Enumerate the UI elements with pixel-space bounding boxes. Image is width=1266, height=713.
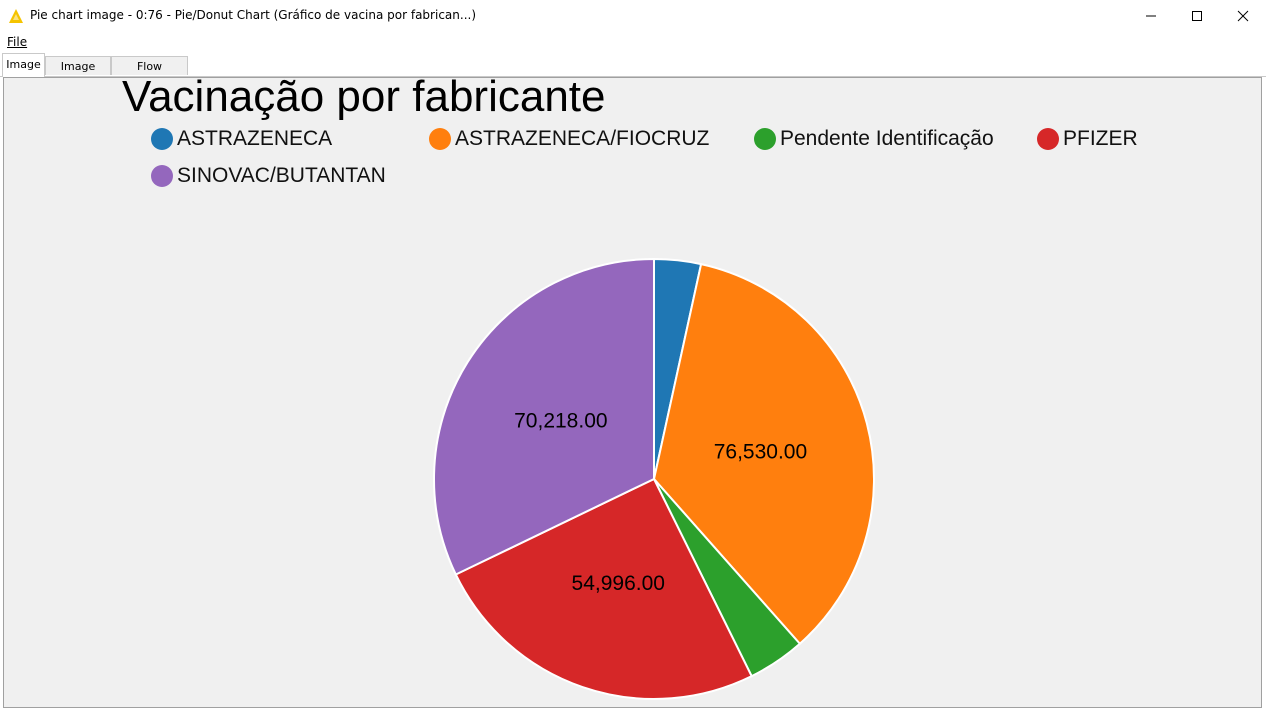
legend-item-astrazeneca-fiocruz: ASTRAZENECA/FIOCRUZ <box>429 126 709 152</box>
legend-item-astrazeneca: ASTRAZENECA <box>151 126 332 152</box>
legend-label: Pendente Identificação <box>780 127 994 150</box>
legend-label: ASTRAZENECA <box>177 127 333 150</box>
close-icon <box>1237 10 1249 22</box>
tab-image[interactable]: Image <box>2 53 45 77</box>
minimize-button[interactable] <box>1128 0 1174 32</box>
pie-data-label: 54,996.00 <box>572 572 665 595</box>
pie-data-label: 70,218.00 <box>514 409 607 432</box>
tab-flow-variables[interactable]: Flow Variables <box>111 56 188 92</box>
maximize-button[interactable] <box>1174 0 1220 32</box>
tab-image-spec[interactable]: Image Spec <box>45 56 111 92</box>
minimize-icon <box>1146 15 1156 17</box>
legend-item-pfizer: PFIZER <box>1037 126 1138 152</box>
pie-slice-sinovac-butantan <box>433 257 655 576</box>
pie-slice-astrazeneca-fiocruz <box>652 262 875 646</box>
legend-label: SINOVAC/BUTANTAN <box>177 164 386 187</box>
menu-file[interactable]: File <box>7 35 28 49</box>
window-titlebar: Pie chart image - 0:76 - Pie/Donut Chart… <box>0 0 1266 32</box>
knime-warning-triangle-icon <box>9 9 23 23</box>
legend-swatch <box>151 128 173 150</box>
pie-chart: 76,530.00 54,996.00 70,218.00 <box>433 257 875 700</box>
legend-swatch <box>754 128 776 150</box>
legend-swatch <box>1037 128 1059 150</box>
legend-swatch <box>429 128 451 150</box>
pie-data-label: 76,530.00 <box>714 440 807 463</box>
legend-item-sinovac: SINOVAC/BUTANTAN <box>151 163 386 189</box>
legend-label: PFIZER <box>1063 127 1138 150</box>
pie-slice-pfizer <box>454 477 754 700</box>
maximize-icon <box>1192 11 1202 21</box>
close-button[interactable] <box>1220 0 1266 32</box>
menu-bar: File <box>0 32 1266 52</box>
chart-title: Vacinação por fabricante <box>122 77 606 121</box>
window-title: Pie chart image - 0:76 - Pie/Donut Chart… <box>30 8 476 22</box>
legend-item-pendente: Pendente Identificação <box>754 126 994 152</box>
legend-label: ASTRAZENECA/FIOCRUZ <box>455 127 710 150</box>
tab-strip: Image Image Spec Flow Variables <box>0 52 1266 92</box>
image-view: Vacinação por fabricante ASTRAZENECA AST… <box>3 77 1262 708</box>
legend-swatch <box>151 165 173 187</box>
